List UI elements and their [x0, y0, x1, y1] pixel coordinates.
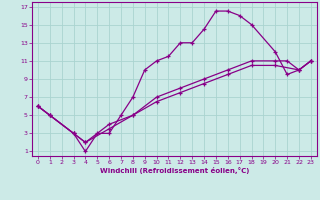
- X-axis label: Windchill (Refroidissement éolien,°C): Windchill (Refroidissement éolien,°C): [100, 167, 249, 174]
